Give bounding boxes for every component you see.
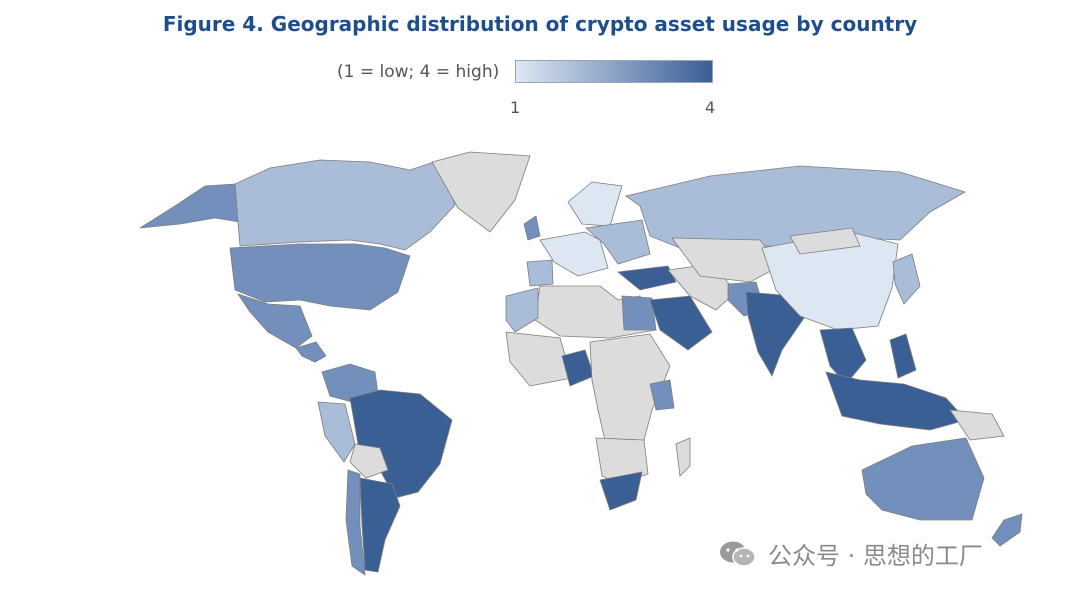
region-papua	[949, 409, 1005, 441]
region-southeast-asia	[819, 327, 867, 385]
region-nigeria	[561, 349, 595, 387]
region-west-africa	[505, 331, 573, 387]
watermark-text: 公众号 · 思想的工厂	[768, 542, 983, 570]
region-morocco	[505, 287, 539, 333]
region-new-zealand	[991, 513, 1023, 547]
region-western-europe	[539, 231, 609, 277]
chart-title: Figure 4. Geographic distribution of cry…	[162, 12, 918, 36]
region-scandinavia	[567, 181, 623, 227]
region-madagascar	[675, 437, 691, 477]
region-turkey	[617, 265, 677, 291]
region-argentina	[359, 477, 401, 573]
wechat-icon	[720, 541, 756, 567]
region-south-africa	[599, 471, 643, 511]
legend-caption: (1 = low; 4 = high)	[337, 62, 500, 82]
region-iberia	[526, 259, 554, 287]
region-china	[761, 231, 899, 331]
region-saudi-arabia	[649, 295, 713, 351]
region-peru	[317, 401, 356, 463]
region-russia	[625, 165, 967, 249]
region-kenya	[649, 379, 675, 411]
legend-min-label: 1	[510, 98, 521, 117]
legend-max-label: 4	[705, 98, 716, 117]
region-egypt	[621, 295, 657, 331]
region-mongolia	[789, 227, 861, 255]
region-bolivia	[349, 443, 389, 479]
region-chile	[345, 469, 366, 576]
region-alaska	[139, 183, 241, 229]
watermark: 公众号 · 思想的工厂	[718, 536, 983, 571]
region-greenland	[431, 151, 531, 233]
region-korea-japan	[892, 253, 921, 305]
region-philippines	[889, 333, 917, 379]
region-uk	[523, 215, 541, 241]
legend-color-scale	[515, 60, 713, 83]
region-central-america	[295, 341, 327, 363]
region-canada	[234, 159, 456, 251]
region-indonesia	[825, 371, 967, 431]
region-central-asia	[671, 237, 781, 283]
region-australia	[861, 437, 985, 521]
region-united-states	[229, 243, 411, 311]
region-eastern-europe	[585, 219, 651, 265]
region-mexico	[237, 293, 313, 349]
